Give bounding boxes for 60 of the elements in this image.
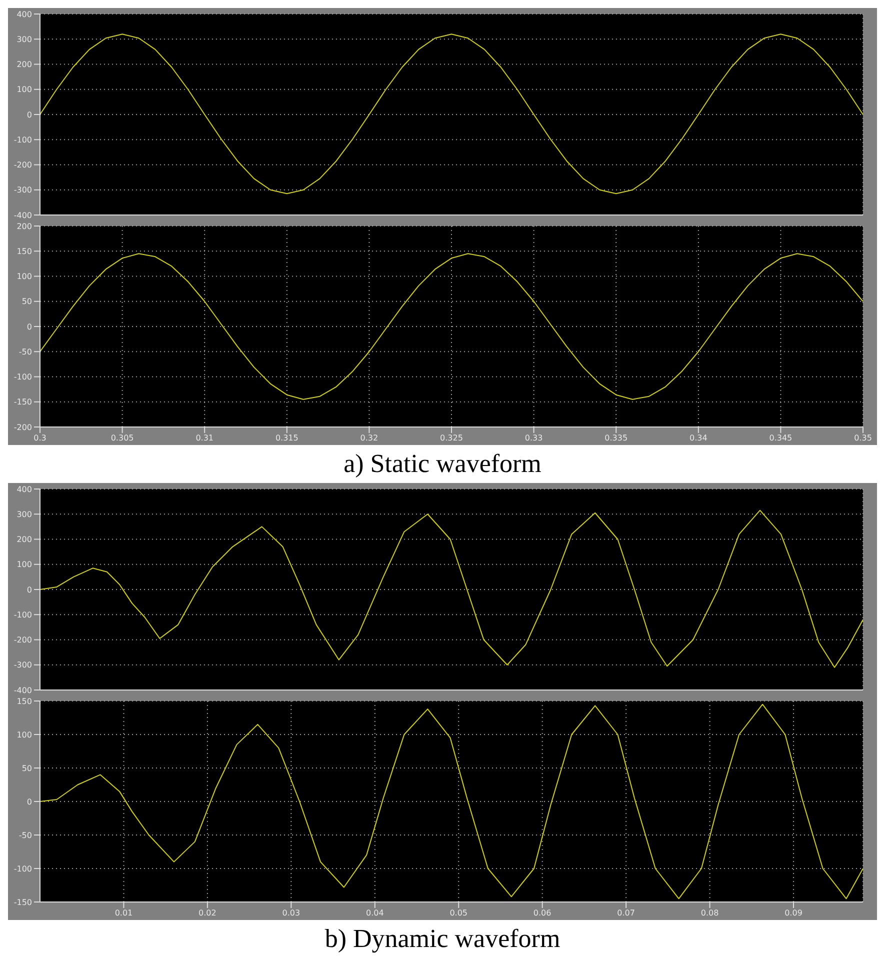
- y-tick-label: -100: [14, 372, 32, 382]
- line-series: [40, 253, 863, 400]
- y-tick-label: 100: [16, 272, 32, 282]
- y-tick-label: 200: [16, 535, 32, 544]
- y-tick-label: 100: [16, 560, 32, 570]
- y-tick-label: 200: [16, 60, 32, 70]
- x-tick-label: 0.35: [854, 434, 872, 443]
- y-tick-label: 400: [16, 10, 32, 19]
- y-tick-label: 150: [16, 246, 32, 256]
- text: a) Static waveform: [8, 445, 877, 483]
- x-tick-label: 0.345: [769, 434, 792, 443]
- x-tick-label: 0.335: [604, 434, 628, 443]
- y-tick-label: 300: [16, 510, 32, 519]
- line-series: [40, 704, 863, 900]
- x-tick-label: 0.04: [366, 908, 384, 918]
- x-tick-label: 0.06: [533, 908, 552, 918]
- line-series: [40, 510, 863, 668]
- x-tick-label: 0.03: [282, 908, 300, 918]
- y-tick-label: -400: [14, 686, 32, 695]
- x-tick-label: 0.34: [689, 434, 708, 443]
- y-tick-label: -50: [18, 830, 32, 840]
- x-tick-label: 0.315: [275, 434, 298, 443]
- line-series: [40, 34, 863, 194]
- y-tick-label: 200: [16, 222, 32, 231]
- y-tick-label: -100: [14, 864, 32, 874]
- y-tick-label: 0: [26, 322, 32, 332]
- x-tick-label: 0.09: [784, 908, 802, 918]
- text: b) Dynamic waveform: [8, 920, 877, 958]
- y-tick-label: -400: [14, 210, 32, 220]
- x-tick-label: 0.07: [617, 908, 635, 918]
- y-tick-label: 50: [22, 297, 32, 306]
- x-tick-label: 0.3: [34, 434, 46, 443]
- y-tick-label: 400: [16, 484, 32, 494]
- y-tick-label: -50: [18, 347, 32, 356]
- y-tick-label: -300: [14, 186, 32, 195]
- y-tick-label: 100: [16, 85, 32, 94]
- y-tick-label: -200: [14, 636, 32, 645]
- x-tick-label: 0.05: [450, 908, 468, 918]
- y-tick-label: -150: [14, 898, 32, 907]
- y-tick-label: -200: [14, 160, 32, 170]
- y-tick-label: 300: [16, 34, 32, 44]
- y-tick-label: 0: [26, 110, 32, 120]
- y-tick-label: -150: [14, 398, 32, 407]
- y-tick-label: 100: [16, 730, 32, 740]
- x-tick-label: 0.32: [360, 434, 378, 443]
- x-tick-label: 0.02: [198, 908, 216, 918]
- y-tick-label: -200: [14, 422, 32, 432]
- y-tick-label: 50: [22, 764, 32, 773]
- y-tick-label: 0: [26, 585, 32, 594]
- y-tick-label: 150: [16, 696, 32, 706]
- y-tick-label: -100: [14, 135, 32, 144]
- x-tick-label: 0.08: [700, 908, 719, 918]
- x-tick-label: 0.33: [524, 434, 543, 443]
- x-tick-label: 0.01: [114, 908, 133, 918]
- x-tick-label: 0.305: [110, 434, 134, 443]
- y-tick-label: -100: [14, 610, 32, 620]
- y-tick-label: -300: [14, 660, 32, 670]
- y-tick-label: 0: [26, 797, 32, 806]
- x-tick-label: 0.325: [440, 434, 463, 443]
- x-tick-label: 0.31: [196, 434, 214, 443]
